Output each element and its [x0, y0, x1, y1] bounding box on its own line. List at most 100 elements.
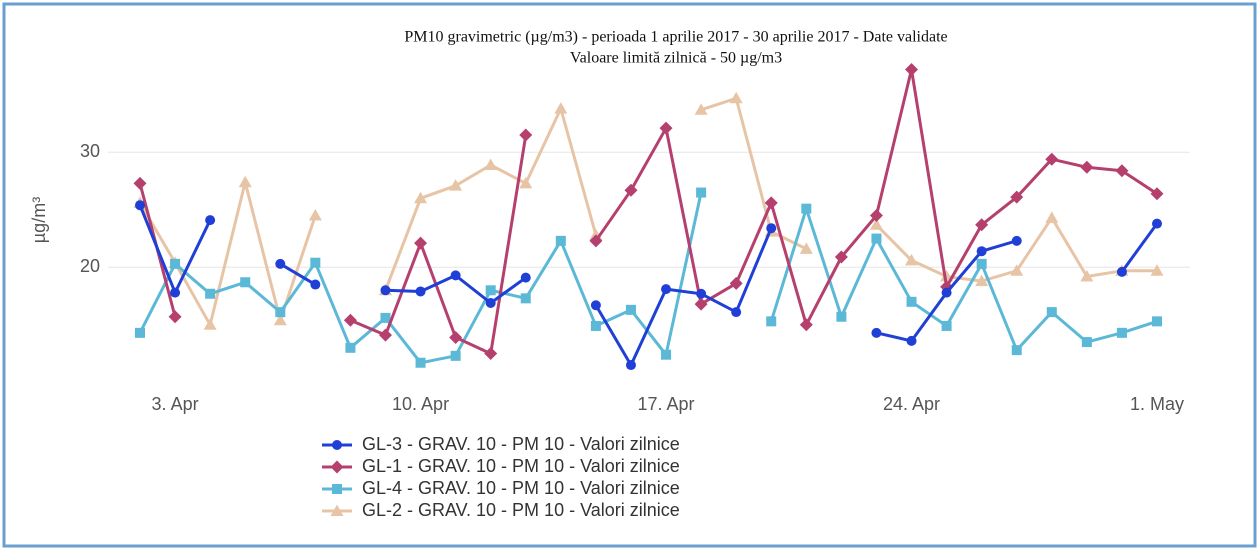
marker	[203, 318, 217, 330]
marker	[1010, 190, 1024, 204]
marker	[905, 253, 919, 266]
marker	[310, 257, 321, 268]
marker	[414, 191, 428, 204]
y-axis-label: µg/m³	[29, 197, 49, 243]
marker	[332, 484, 342, 494]
marker	[624, 183, 638, 197]
marker	[1080, 270, 1094, 282]
marker	[729, 276, 743, 290]
marker	[976, 258, 987, 269]
marker	[308, 209, 322, 221]
marker	[905, 63, 919, 76]
marker	[170, 287, 181, 298]
y-tick-label: 20	[80, 256, 100, 276]
marker	[1150, 264, 1164, 276]
marker	[799, 242, 813, 254]
marker	[871, 233, 882, 244]
marker	[240, 277, 251, 288]
marker	[1150, 187, 1164, 201]
marker	[659, 121, 673, 135]
marker	[1011, 345, 1022, 356]
marker	[764, 196, 778, 210]
marker	[485, 297, 496, 308]
marker	[414, 236, 428, 250]
marker	[1010, 264, 1024, 276]
marker	[696, 187, 707, 198]
marker	[415, 357, 426, 368]
marker	[869, 218, 883, 230]
marker	[484, 158, 498, 170]
x-tick-label: 3. Apr	[152, 394, 199, 414]
marker	[731, 307, 742, 318]
marker	[589, 234, 603, 248]
marker	[238, 175, 252, 188]
marker	[625, 304, 636, 315]
marker	[380, 285, 391, 296]
marker	[1046, 307, 1057, 318]
marker	[380, 312, 391, 323]
marker	[694, 297, 708, 311]
marker	[1081, 337, 1092, 348]
marker	[590, 320, 601, 331]
marker	[343, 313, 357, 327]
marker	[205, 288, 216, 299]
marker	[275, 307, 286, 318]
marker	[485, 285, 496, 296]
marker	[1011, 235, 1022, 246]
marker	[449, 330, 463, 344]
marker	[519, 176, 533, 189]
marker	[766, 316, 777, 327]
marker	[1116, 327, 1127, 338]
marker	[1115, 164, 1129, 178]
marker	[801, 203, 812, 214]
marker	[836, 311, 847, 322]
marker	[310, 279, 321, 290]
marker	[519, 128, 533, 142]
marker	[378, 328, 392, 342]
marker	[1045, 152, 1059, 166]
marker	[590, 300, 601, 311]
marker	[1045, 211, 1059, 223]
legend-label: GL-4 - GRAV. 10 - PM 10 - Valori zilnice	[362, 478, 680, 498]
marker	[941, 320, 952, 331]
x-tick-label: 24. Apr	[883, 394, 940, 414]
marker	[661, 284, 672, 295]
chart-title: PM10 gravimetric (µg/m3) - perioada 1 ap…	[404, 29, 947, 46]
marker	[450, 350, 461, 361]
legend-label: GL-1 - GRAV. 10 - PM 10 - Valori zilnice	[362, 456, 680, 476]
marker	[520, 272, 531, 283]
marker	[135, 200, 145, 211]
marker	[520, 293, 531, 304]
marker	[415, 286, 426, 297]
marker	[205, 215, 216, 226]
marker	[625, 360, 636, 371]
marker	[345, 342, 356, 353]
marker	[554, 102, 568, 114]
marker	[1152, 218, 1162, 229]
marker	[273, 313, 287, 326]
marker	[450, 270, 461, 281]
marker	[694, 103, 708, 115]
marker	[555, 235, 566, 246]
marker	[661, 349, 672, 360]
marker	[729, 91, 743, 104]
x-tick-label: 1. May	[1130, 394, 1184, 414]
marker	[1080, 160, 1094, 174]
marker	[330, 504, 344, 516]
marker	[766, 223, 777, 234]
marker	[332, 440, 342, 450]
marker	[449, 179, 463, 191]
legend-label: GL-3 - GRAV. 10 - PM 10 - Valori zilnice	[362, 434, 680, 454]
x-tick-label: 10. Apr	[392, 394, 449, 414]
marker	[1152, 316, 1162, 327]
marker	[976, 246, 987, 257]
marker	[170, 258, 181, 269]
marker	[135, 327, 145, 338]
marker	[1116, 266, 1127, 277]
chart-subtitle: Valoare limită zilnică - 50 µg/m3	[570, 50, 782, 67]
marker	[133, 176, 147, 190]
marker	[834, 250, 848, 264]
marker	[906, 296, 917, 307]
x-tick-label: 17. Apr	[638, 394, 695, 414]
